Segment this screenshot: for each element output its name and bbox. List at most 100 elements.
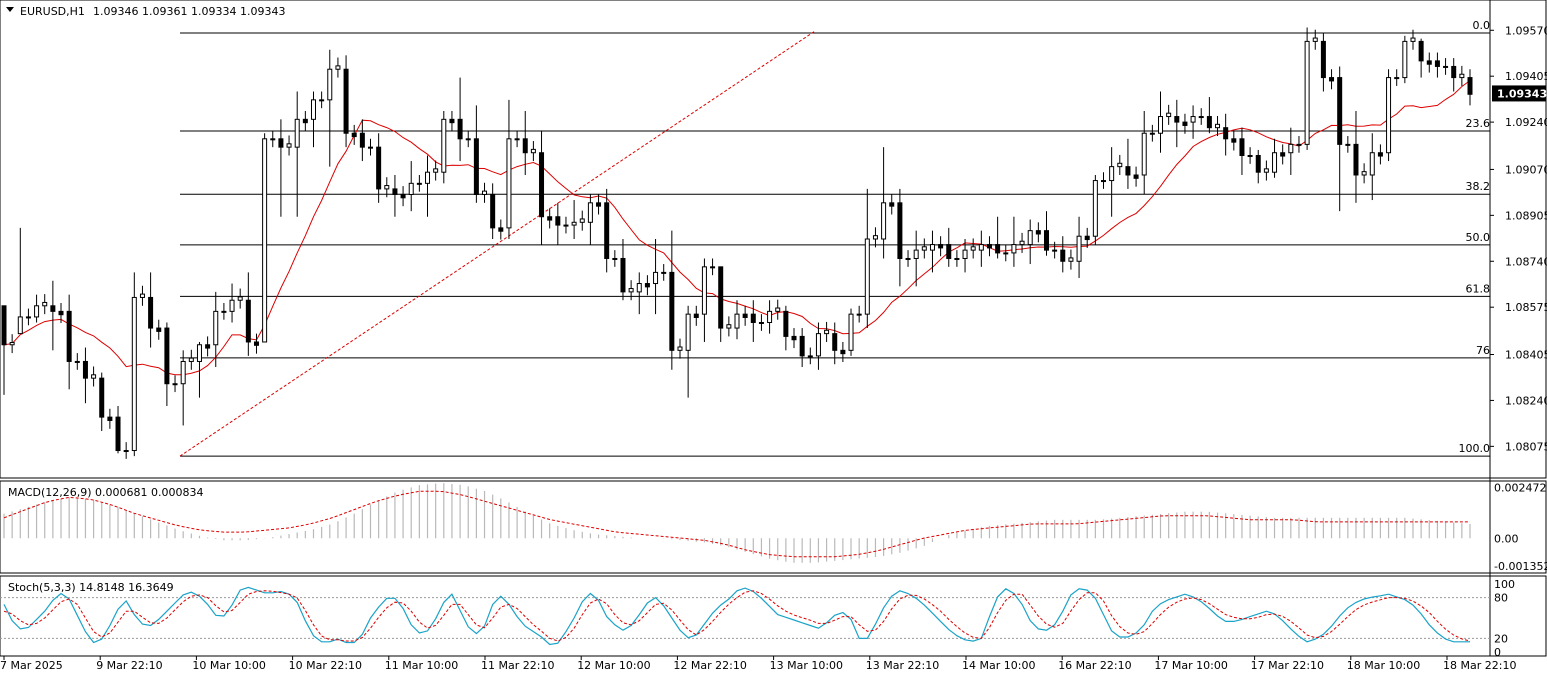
current-price-tag	[1492, 85, 1546, 102]
fib-level-label: 0.0	[1473, 19, 1491, 32]
candle-body	[139, 293, 145, 298]
candle-body	[1369, 152, 1375, 176]
candle-body	[302, 118, 308, 124]
candle-body	[1451, 65, 1457, 79]
candle-body	[954, 257, 960, 260]
candle-body	[465, 138, 471, 141]
stoch-panel[interactable]	[0, 575, 1547, 657]
candle-body	[205, 344, 211, 349]
candle-body	[1434, 60, 1440, 67]
candle-body	[1027, 230, 1033, 246]
candle-body	[416, 182, 422, 185]
fib-trend-line[interactable]	[179, 30, 816, 457]
candle-body	[1231, 138, 1237, 143]
symbol-label: EURUSD,H1	[20, 5, 85, 18]
candle-body	[669, 271, 675, 351]
candle-body	[832, 333, 838, 351]
candle-body	[1182, 121, 1188, 126]
price-tick-label: 1.08740	[1505, 255, 1547, 268]
stoch-main-line	[3, 586, 1470, 646]
price-tick-label: 1.09405	[1505, 70, 1547, 83]
candle-body	[351, 132, 357, 138]
candle-body	[1190, 116, 1196, 123]
time-tick-label: 10 Mar 22:10	[289, 659, 362, 672]
stoch-label: Stoch(5,3,3) 14.8148 16.3649	[8, 581, 174, 594]
candle-body	[1149, 132, 1155, 135]
candle-body	[522, 138, 528, 154]
price-tick-label: 1.08405	[1505, 349, 1547, 362]
candle-body	[1043, 230, 1049, 251]
triangle-down-icon[interactable]	[6, 7, 14, 12]
candlestick-series	[1, 27, 1473, 459]
candle-body	[482, 190, 488, 195]
candle-body	[889, 202, 895, 207]
candle-body	[9, 342, 15, 346]
fib-level-label: 23.6	[1466, 117, 1491, 130]
candle-body	[74, 360, 80, 363]
candle-body	[359, 132, 365, 148]
candle-body	[327, 68, 333, 101]
candle-body	[726, 324, 732, 329]
main-panel[interactable]	[0, 0, 1547, 479]
candle-body	[384, 185, 390, 190]
axes: 1.09570 1.09405 1.09240 1.09070 1.08905 1.087…	[0, 24, 1547, 672]
candle-body	[1052, 249, 1058, 252]
candle-body	[441, 118, 447, 173]
candle-body	[449, 118, 455, 124]
candle-body	[653, 271, 659, 285]
candle-body	[840, 349, 846, 355]
candle-body	[425, 171, 431, 184]
macd-panel[interactable]	[0, 480, 1547, 574]
candle-body	[91, 374, 97, 379]
candle-body	[758, 321, 764, 324]
price-tick-label: 1.08905	[1505, 209, 1547, 222]
candle-body	[995, 244, 1001, 254]
candle-body	[229, 299, 235, 312]
candle-body	[1109, 166, 1115, 182]
fib-level-label: 38.2	[1466, 180, 1491, 193]
candle-body	[156, 327, 162, 332]
candle-body	[294, 118, 300, 148]
candle-body	[1, 305, 7, 346]
time-tick-label: 14 Mar 10:00	[962, 659, 1035, 672]
candle-body	[1068, 257, 1074, 262]
candle-body	[1101, 180, 1106, 183]
candle-body	[1320, 40, 1326, 79]
candle-body	[815, 333, 821, 357]
macd-tick-label: -0.001352	[1494, 560, 1547, 573]
candle-body	[587, 202, 593, 223]
candle-body	[82, 360, 88, 379]
candle-body	[1206, 116, 1212, 129]
candle-body	[1280, 152, 1286, 157]
candle-body	[734, 313, 740, 329]
candle-body	[938, 244, 944, 249]
candle-body	[368, 146, 373, 149]
fibonacci-retracement[interactable]: 0.0 23.6 38.2 50.0 61.8 76 100.0	[179, 19, 1491, 457]
candle-body	[767, 310, 773, 323]
candle-body	[335, 65, 341, 70]
candle-body	[913, 249, 919, 259]
candle-body	[1410, 37, 1416, 42]
candle-body	[905, 257, 911, 260]
candle-body	[596, 202, 602, 207]
time-tick-label: 12 Mar 22:10	[673, 659, 746, 672]
candle-body	[644, 283, 650, 288]
candle-body	[1255, 155, 1261, 173]
macd-tick-label: 0.00	[1494, 532, 1519, 545]
candle-body	[270, 138, 276, 141]
candle-body	[180, 360, 186, 385]
candle-body	[579, 218, 585, 223]
candle-body	[392, 188, 398, 195]
candle-body	[864, 238, 870, 315]
candle-body	[1141, 132, 1147, 176]
candle-body	[1361, 171, 1367, 176]
candle-body	[42, 301, 48, 307]
candle-body	[799, 335, 805, 357]
ohlc-values: 1.09346 1.09361 1.09334 1.09343	[93, 5, 285, 18]
fib-level-label: 76	[1476, 344, 1490, 357]
candle-body	[1386, 77, 1392, 154]
stoch-tick-label: 0	[1494, 646, 1501, 659]
candle-body	[107, 416, 113, 421]
candle-body	[457, 118, 463, 140]
